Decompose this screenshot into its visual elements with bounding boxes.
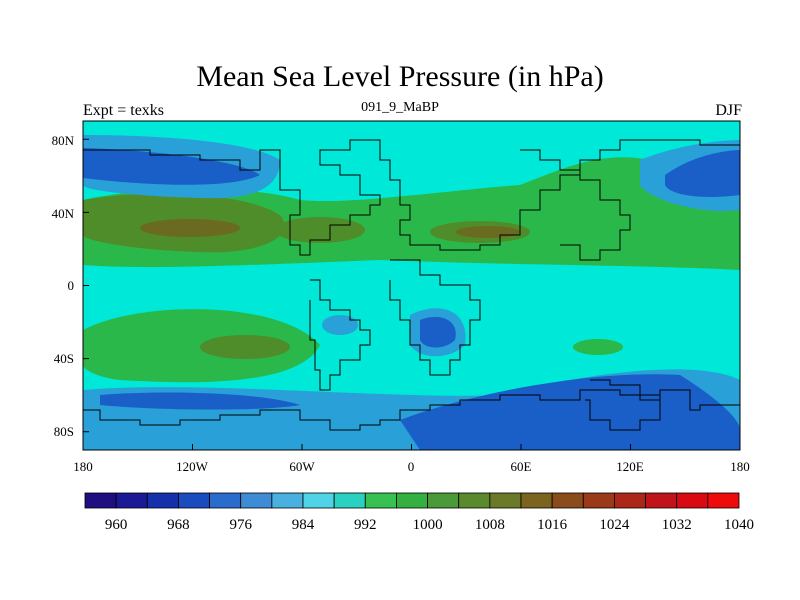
- colorbar-label: 1008: [474, 517, 505, 533]
- colorbar-swatch: [458, 492, 491, 509]
- africa-low: [420, 316, 456, 348]
- asian-high-core: [456, 226, 520, 238]
- plot-title: Mean Sea Level Pressure (in hPa): [196, 60, 604, 93]
- x-tick-label: 0: [407, 459, 415, 474]
- x-tick-label: 180: [730, 459, 750, 474]
- colorbar-label: 984: [291, 517, 315, 533]
- southern-ocean-low: [400, 374, 740, 450]
- colorbar-swatch: [115, 492, 148, 509]
- y-ticks: [83, 138, 89, 433]
- colorbar-label: 1016: [537, 517, 568, 533]
- atlantic-high: [275, 217, 365, 243]
- season-label: DJF: [715, 102, 742, 119]
- colorbar-swatch: [240, 492, 273, 509]
- y-tick-label: 0: [67, 278, 75, 293]
- x-tick-label: 60E: [510, 459, 532, 474]
- colorbar-label: 960: [104, 517, 128, 533]
- experiment-label: Expt = texks: [83, 102, 165, 119]
- colorbar-label: 1000: [412, 517, 443, 533]
- y-tick-label: 40N: [51, 206, 74, 221]
- colorbar: [84, 492, 740, 509]
- colorbar-label: 1024: [599, 517, 630, 533]
- colorbar-swatch: [146, 492, 179, 509]
- colorbar-swatch: [178, 492, 210, 509]
- colorbar-swatch: [427, 492, 460, 509]
- colorbar-swatch: [209, 492, 242, 509]
- colorbar-swatch: [645, 492, 678, 509]
- colorbar-swatch: [396, 492, 428, 509]
- colorbar-label: 1032: [661, 517, 692, 533]
- period-label: 091_9_MaBP: [361, 100, 439, 115]
- pacific-high-core: [140, 219, 240, 237]
- colorbar-label: 968: [167, 517, 190, 533]
- colorbar-swatch: [676, 492, 709, 509]
- colorbar-swatch: [614, 492, 646, 509]
- south-pacific-trough: [100, 392, 300, 410]
- colorbar-swatch: [707, 492, 740, 509]
- colorbar-swatch: [520, 492, 553, 509]
- colorbar-swatch: [364, 492, 397, 509]
- colorbar-swatch: [333, 492, 366, 509]
- colorbar-label: 992: [354, 517, 377, 533]
- pressure-field: [83, 121, 740, 450]
- south-america-low: [322, 315, 358, 335]
- x-tick-label: 120W: [176, 459, 208, 474]
- y-tick-label: 80N: [51, 133, 74, 148]
- indian-ocean-high: [573, 339, 623, 355]
- colorbar-swatch: [489, 492, 522, 509]
- x-tick-label: 120E: [616, 459, 644, 474]
- x-tick-label: 60W: [289, 459, 315, 474]
- y-tick-label: 40S: [53, 351, 74, 366]
- colorbar-swatch: [582, 492, 615, 509]
- colorbar-swatch: [551, 492, 584, 509]
- north-pacific-low: [83, 148, 260, 185]
- colorbar-swatch: [302, 492, 335, 509]
- coastlines: [83, 139, 740, 431]
- colorbar-swatch: [84, 492, 117, 509]
- y-tick-label: 80S: [53, 424, 74, 439]
- colorbar-label: 1040: [724, 517, 754, 533]
- x-ticks: [82, 444, 741, 450]
- colorbar-swatch: [271, 492, 304, 509]
- south-pacific-high: [200, 335, 290, 359]
- colorbar-label: 976: [229, 517, 252, 533]
- x-tick-label: 180: [73, 459, 93, 474]
- nw-pacific-low: [665, 150, 740, 197]
